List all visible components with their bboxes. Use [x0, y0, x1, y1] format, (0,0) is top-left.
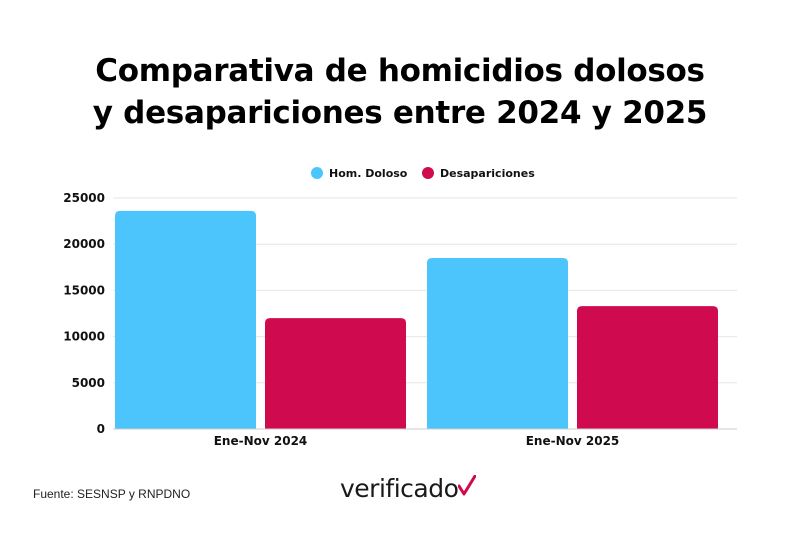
chart-title: Comparativa de homicidios dolosos y desa…	[0, 50, 800, 134]
bar-hom-doloso-0	[115, 210, 256, 429]
title-line-2: y desapariciones entre 2024 y 2025	[92, 95, 708, 131]
legend-marker	[311, 167, 323, 179]
x-tick-label: Ene-Nov 2025	[526, 434, 620, 448]
source-note: Fuente: SESNSP y RNPDNO	[33, 487, 191, 501]
y-tick-label: 25000	[63, 191, 105, 205]
x-tick-label: Ene-Nov 2024	[214, 434, 308, 448]
legend-marker	[422, 167, 434, 179]
bar-hom-doloso-1	[427, 258, 568, 429]
title-line-1: Comparativa de homicidios dolosos	[95, 53, 705, 89]
legend-label: Hom. Doloso	[329, 167, 408, 180]
y-tick-label: 15000	[63, 283, 105, 297]
bar-desapariciones-1	[577, 306, 718, 429]
bar-chart: 0 5000 10000 15000 20000 25000 Ene-Nov 2024 Ene…	[63, 167, 737, 448]
legend-label: Desapariciones	[440, 167, 535, 180]
y-tick-label: 5000	[72, 376, 105, 390]
bar-desapariciones-0	[265, 318, 406, 429]
verificado-logo: verificado	[340, 474, 477, 503]
y-tick-label: 20000	[63, 237, 105, 251]
check-mark-icon	[457, 474, 477, 496]
logo-text: verificado	[340, 474, 459, 503]
y-tick-label: 0	[97, 422, 105, 436]
y-tick-label: 10000	[63, 330, 105, 344]
